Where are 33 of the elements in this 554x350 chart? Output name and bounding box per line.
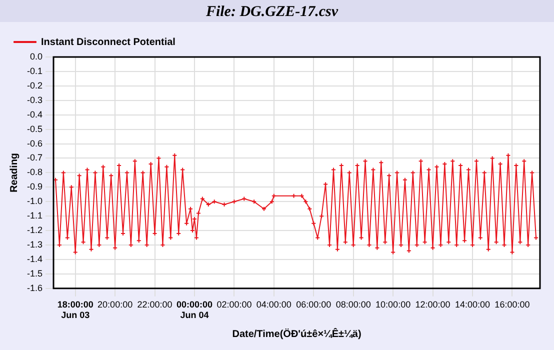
x-axis-title: Date/Time(ÖÐ'ú±ê×¼Ê±¼ä): [232, 328, 362, 340]
y-tick-label: -0.4: [26, 109, 43, 120]
x-tick-label: 18:00:00 Jun 03: [57, 299, 94, 320]
x-tick-label: 00:00:00 Jun 04: [176, 299, 213, 320]
x-tick-label: 12:00:00: [415, 299, 450, 310]
y-tick-label: -1.0: [26, 196, 43, 206]
y-axis-title: Reading: [8, 152, 20, 192]
x-tick-label: 08:00:00: [336, 299, 371, 310]
y-tick-label: -1.5: [26, 268, 43, 278]
x-tick-label: 02:00:00: [216, 299, 252, 310]
y-tick-label: -0.6: [26, 138, 43, 148]
y-tick-label: -0.5: [26, 124, 43, 134]
legend-label: Instant Disconnect Potential: [41, 36, 176, 48]
y-tick-label: -1.3: [26, 239, 43, 250]
chart-title: File: DG.GZE-17.csv: [204, 4, 338, 20]
y-tick-label: -0.2: [26, 80, 43, 90]
y-tick-label: -1.2: [26, 225, 43, 236]
x-tick-label: 06:00:00: [296, 299, 332, 310]
y-tick-label: -1.6: [26, 282, 43, 293]
y-tick-label: -1.1: [26, 210, 43, 221]
x-tick-label: 22:00:00: [137, 299, 172, 310]
x-tick-label: 04:00:00: [256, 299, 292, 310]
y-tick-label: -0.9: [26, 182, 43, 192]
x-tick-label: 16:00:00: [494, 299, 530, 310]
y-tick-label: 0.0: [30, 51, 43, 62]
y-tick-label: -0.1: [26, 66, 43, 76]
y-tick-label: -0.8: [26, 167, 43, 178]
x-tick-label: 20:00:00: [98, 299, 133, 310]
x-tick-label: 10:00:00: [376, 299, 411, 310]
y-tick-label: -0.3: [26, 94, 43, 105]
y-tick-label: -1.4: [26, 254, 43, 264]
y-tick-label: -0.7: [26, 152, 43, 163]
x-tick-label: 14:00:00: [454, 299, 490, 310]
